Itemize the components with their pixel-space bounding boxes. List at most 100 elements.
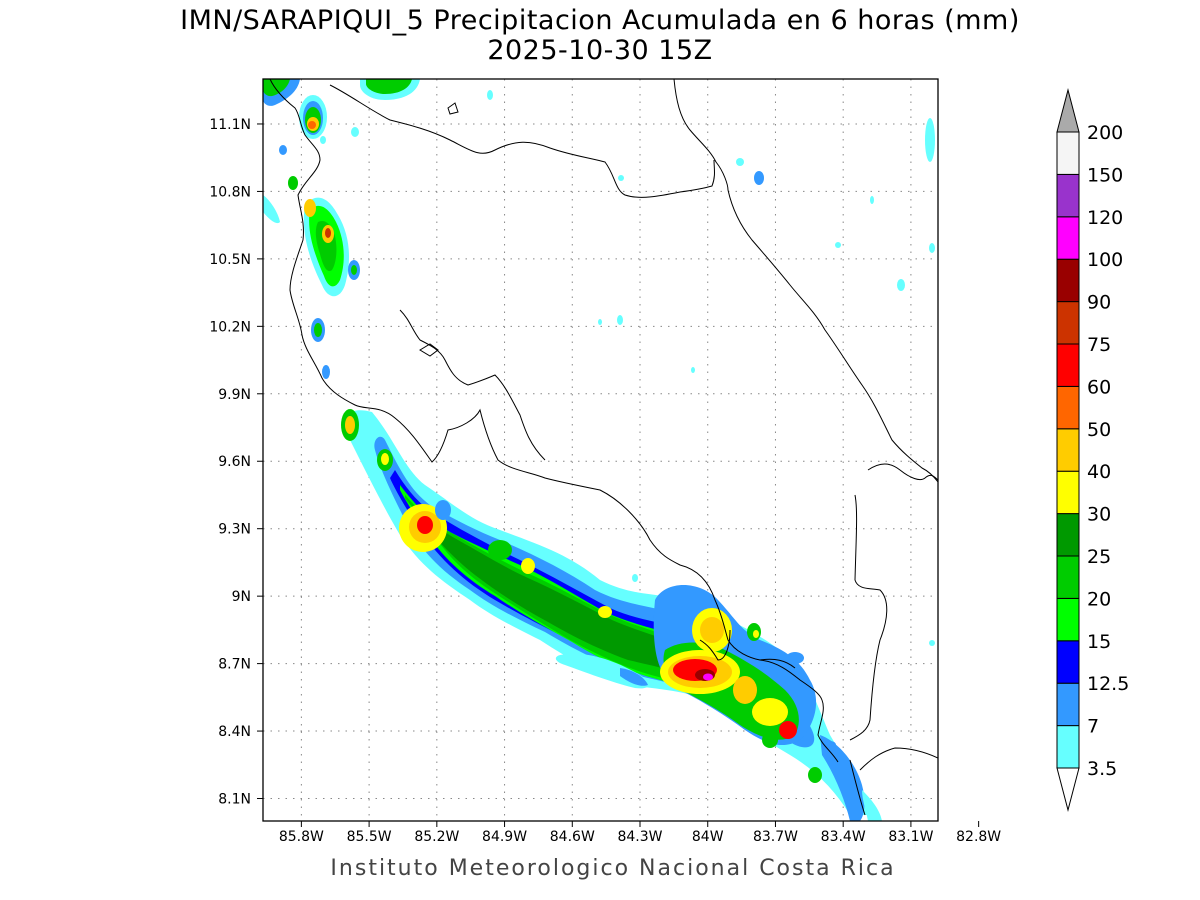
lat-tick-label: 9.6N: [218, 454, 251, 470]
precip-cell-se-2: [733, 676, 757, 704]
colorbar-label: 150: [1087, 164, 1123, 186]
precip-cell-north-2f: [325, 228, 331, 238]
precip-cell-north-4b: [314, 323, 322, 337]
precip-cell-band-5: [488, 540, 512, 560]
colorbar-label: 7: [1087, 716, 1099, 738]
precip-cell-north-6: [288, 176, 298, 190]
precip-cell-se-7: [786, 652, 804, 664]
colorbar-swatch: [1056, 513, 1080, 557]
lon-tick-label: 85.5W: [347, 829, 392, 845]
colorbar-label: 3.5: [1087, 758, 1117, 780]
lon-tick-label: 84.6W: [550, 829, 595, 845]
colorbar-swatch: [1056, 682, 1080, 727]
precip-dot-12: [487, 90, 493, 100]
precip-cell-se-3: [752, 698, 788, 726]
lat-tick-label: 8.1N: [218, 792, 251, 808]
precip-dot-3: [925, 118, 935, 162]
precip-dot-2: [736, 158, 744, 166]
precip-dot-7: [598, 319, 602, 325]
lon-tick-label: 83.7W: [753, 829, 798, 845]
colorbar-swatch: [1056, 343, 1080, 387]
precip-cell-band-2b: [381, 453, 389, 465]
precip-dot-4: [897, 279, 905, 291]
precip-cell-north-7: [279, 145, 287, 155]
nicoya-gulf-coast: [399, 309, 546, 461]
colorbar-label: 15: [1087, 631, 1111, 653]
precip-dot-13: [929, 243, 935, 253]
precip-cell-se-north-b: [700, 617, 724, 643]
colorbar: 3.5 7 12.5 15 20 25 30 40 50 60 75 90 100 120 150 200: [1056, 88, 1129, 812]
colorbar-swatch: [1056, 131, 1080, 175]
small-lake: [447, 102, 459, 115]
longitude-ticks: 85.8W 85.5W 85.2W 84.9W 84.6W 84.3W 84W 83.7W 83…: [279, 821, 1001, 845]
precip-dot-6: [617, 315, 623, 325]
precip-dot-1: [754, 171, 764, 185]
precip-cell-se-8: [762, 732, 778, 748]
colorbar-label: 200: [1087, 122, 1123, 144]
precip-cell-north-2d: [304, 199, 316, 217]
plot-frame: [262, 78, 939, 822]
precip-cell-north-3b: [351, 265, 357, 275]
colorbar-label: 100: [1087, 249, 1123, 271]
lon-tick-label: 82.8W: [956, 829, 1001, 845]
precip-dot-15: [870, 196, 874, 204]
lat-tick-label: 9.3N: [218, 522, 251, 538]
colorbar-swatch: [1056, 385, 1080, 430]
precip-cell-se-6: [753, 630, 759, 638]
lon-tick-label: 84.9W: [482, 829, 527, 845]
colorbar-swatch: [1056, 173, 1080, 218]
precip-cell-band-3c: [417, 516, 433, 534]
nicaragua-border: [329, 84, 715, 198]
colorbar-label: 90: [1087, 292, 1111, 314]
lon-tick-label: 83.1W: [888, 829, 933, 845]
nicoya-island: [419, 343, 439, 357]
precip-cell-top-mid-2: [366, 79, 412, 94]
precip-cell-panama: [820, 735, 865, 821]
precip-streak-south-2: [620, 668, 648, 686]
colorbar-label: 25: [1087, 546, 1111, 568]
panama-border: [849, 463, 938, 741]
colorbar-swatch: [1056, 725, 1080, 769]
precip-dot-5: [835, 242, 841, 248]
border-inner-2: [759, 658, 796, 669]
lat-tick-label: 10.2N: [209, 319, 251, 335]
lon-tick-label: 84.3W: [617, 829, 662, 845]
lat-tick-label: 10.5N: [209, 252, 251, 268]
colorbar-swatch: [1056, 428, 1080, 472]
colorbar-label: 60: [1087, 376, 1111, 398]
precip-cell-band-1b: [345, 416, 355, 434]
lat-tick-label: 10.8N: [209, 184, 251, 200]
colorbar-label: 120: [1087, 207, 1123, 229]
precip-dot-8: [691, 367, 695, 373]
lat-tick-label: 8.7N: [218, 657, 251, 673]
latitude-ticks: 11.1N 10.8N 10.5N 10.2N 9.9N 9.6N 9.3N 9N 8.7N 8.…: [209, 117, 263, 808]
precip-dot-16: [824, 741, 836, 749]
colorbar-swatch: [1056, 597, 1080, 642]
colorbar-label: 40: [1087, 461, 1111, 483]
colorbar-label: 50: [1087, 419, 1111, 441]
map-valid-time: 2025-10-30 15Z: [487, 35, 713, 66]
lon-tick-label: 85.8W: [279, 829, 324, 845]
precip-cell-band-7: [598, 606, 612, 618]
colorbar-above-arrow: [1056, 88, 1080, 133]
colorbar-swatch: [1056, 301, 1080, 345]
precip-cell-band-8: [632, 574, 638, 582]
precip-cell-north-1e: [308, 121, 316, 129]
colorbar-swatch: [1056, 555, 1080, 599]
burica-point: [849, 759, 866, 816]
precip-cell-left-edge: [263, 195, 280, 224]
precip-cell-band-4: [435, 500, 451, 520]
colorbar-swatch: [1056, 640, 1080, 684]
precip-cell-se-core-m: [703, 673, 713, 681]
coastlines: [269, 79, 938, 816]
precip-cell-band-6: [521, 558, 535, 574]
precip-dot-10: [320, 136, 326, 144]
precip-field: [263, 79, 935, 821]
colorbar-label: 75: [1087, 334, 1111, 356]
precip-cell-panama-2: [862, 790, 882, 821]
lat-tick-label: 11.1N: [209, 117, 251, 133]
lon-tick-label: 83.4W: [821, 829, 866, 845]
lat-tick-label: 9N: [232, 589, 251, 605]
lat-tick-label: 9.9N: [218, 387, 251, 403]
